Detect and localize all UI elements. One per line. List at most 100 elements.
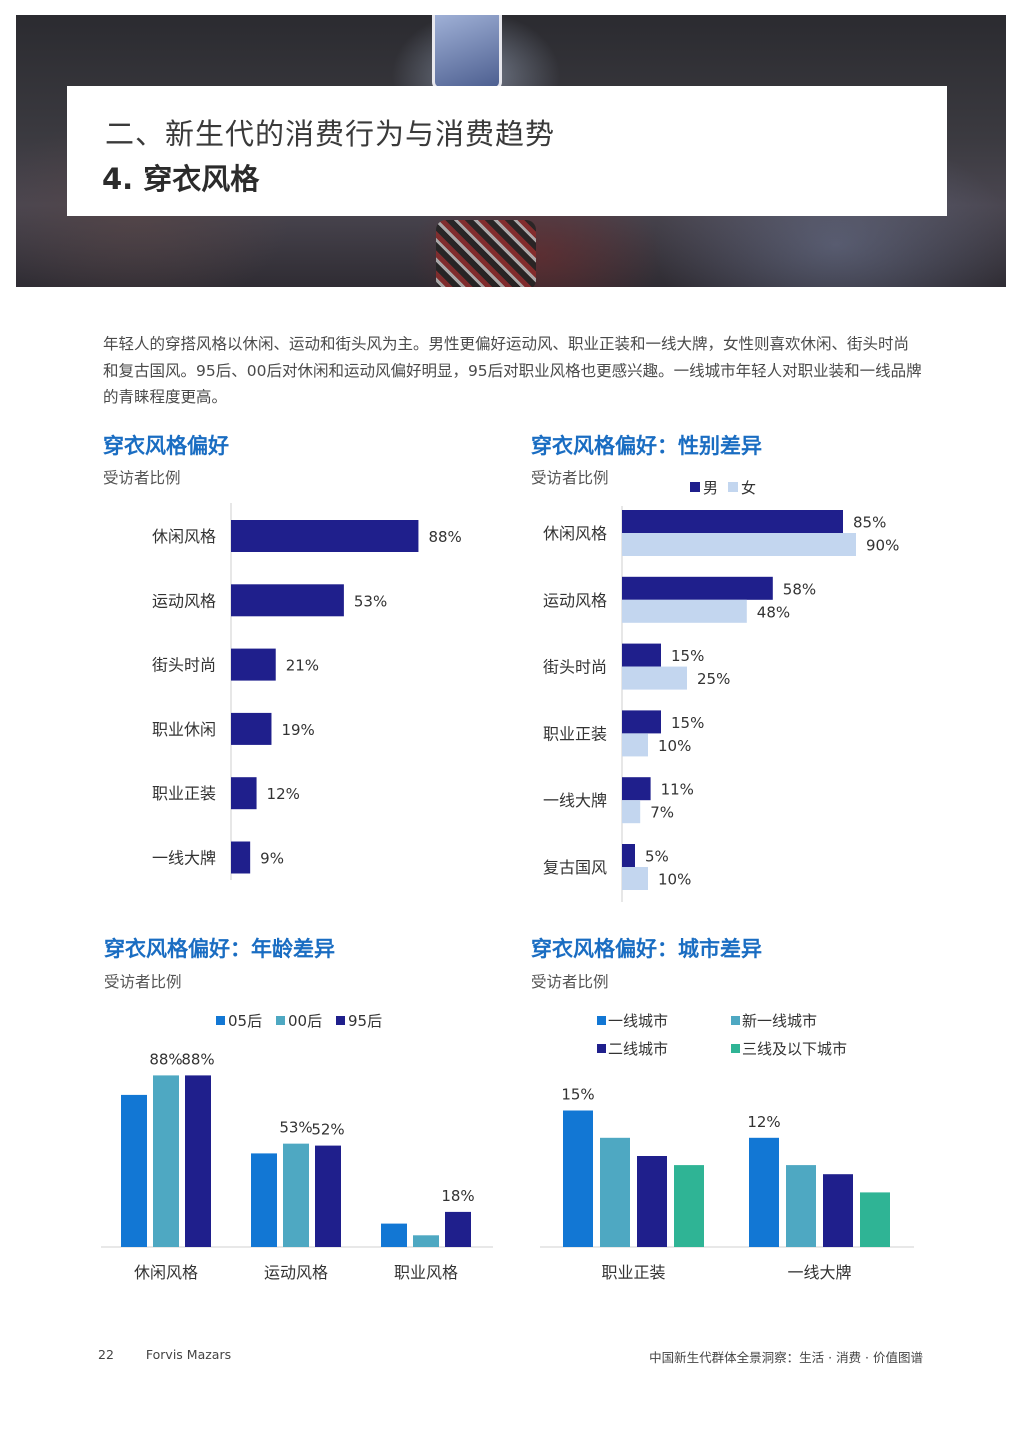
bar xyxy=(231,584,344,617)
category-label: 一线大牌 xyxy=(152,849,216,868)
category-label: 休闲风格 xyxy=(134,1263,198,1282)
bar xyxy=(315,1145,341,1247)
category-label: 街头时尚 xyxy=(152,656,216,675)
category-label: 职业正装 xyxy=(152,784,216,803)
bar xyxy=(600,1137,630,1247)
chart-overall: 休闲风格 88% 运动风格 53% 街头时尚 21% 职业休闲 19% 职业正装 12% 一线大牌 9… xyxy=(152,503,462,880)
bar xyxy=(622,710,661,734)
chart-overall-title: 穿衣风格偏好 xyxy=(103,434,229,458)
bar xyxy=(622,666,687,690)
bar xyxy=(622,844,635,867)
legend-label: 三线及以下城市 xyxy=(742,1040,847,1058)
chart-age-title: 穿衣风格偏好：年龄差异 xyxy=(104,937,335,961)
value-label: 15% xyxy=(561,1086,594,1104)
bar xyxy=(622,510,843,533)
bar xyxy=(622,533,856,556)
legend-label: 一线城市 xyxy=(608,1012,668,1030)
legend-swatch xyxy=(597,1044,606,1053)
legend-swatch xyxy=(731,1016,740,1025)
bar xyxy=(121,1094,147,1247)
value-label: 19% xyxy=(281,721,314,739)
category-label: 职业休闲 xyxy=(152,720,216,739)
value-label: 7% xyxy=(650,804,674,822)
category-label: 运动风格 xyxy=(264,1263,328,1282)
value-label: 10% xyxy=(658,737,691,755)
chart-city-subtitle: 受访者比例 xyxy=(531,973,609,991)
bar xyxy=(153,1075,179,1247)
value-label: 11% xyxy=(661,781,694,799)
report-title: 中国新生代群体全景洞察：生活 · 消费 · 价值图谱 xyxy=(649,1350,923,1365)
bar xyxy=(749,1137,779,1247)
title-box: 二、新生代的消费行为与消费趋势 4. 穿衣风格 xyxy=(67,86,947,216)
value-label: 88% xyxy=(149,1050,182,1068)
value-label: 9% xyxy=(260,850,284,868)
footer-left: 22 Forvis Mazars xyxy=(98,1347,259,1362)
legend-swatch xyxy=(597,1016,606,1025)
bar xyxy=(283,1143,309,1247)
value-label: 48% xyxy=(757,603,790,621)
value-label: 88% xyxy=(428,528,461,546)
legend-label: 00后 xyxy=(288,1012,322,1030)
category-label: 职业正装 xyxy=(543,724,607,743)
page-number: 22 xyxy=(98,1347,114,1362)
category-label: 运动风格 xyxy=(543,591,607,610)
value-label: 53% xyxy=(354,592,387,610)
section-title: 二、新生代的消费行为与消费趋势 xyxy=(105,117,556,151)
bar xyxy=(622,643,661,667)
value-label: 53% xyxy=(279,1119,312,1137)
legend-swatch xyxy=(336,1016,345,1025)
bar xyxy=(413,1235,439,1247)
chart-gender-subtitle: 受访者比例 xyxy=(531,469,609,487)
bar xyxy=(786,1165,816,1247)
value-label: 12% xyxy=(267,785,300,803)
bar xyxy=(251,1153,277,1247)
bar xyxy=(622,733,648,757)
bar xyxy=(823,1174,853,1247)
value-label: 10% xyxy=(658,871,691,889)
bar xyxy=(231,777,257,810)
phone-image xyxy=(432,15,502,90)
legend-label: 男 xyxy=(703,479,718,497)
bar xyxy=(622,576,773,600)
legend-label: 女 xyxy=(741,479,756,497)
legend-swatch xyxy=(731,1044,740,1053)
bar xyxy=(637,1156,667,1247)
bar xyxy=(381,1223,407,1247)
bar xyxy=(622,800,641,824)
bar xyxy=(622,777,651,801)
category-label: 街头时尚 xyxy=(543,658,607,677)
bar xyxy=(185,1075,211,1247)
bar xyxy=(622,867,648,890)
category-label: 职业正装 xyxy=(601,1263,665,1282)
value-label: 25% xyxy=(697,670,730,688)
value-label: 15% xyxy=(671,714,704,732)
category-label: 复古国风 xyxy=(543,858,607,877)
legend-swatch xyxy=(276,1016,285,1025)
category-label: 一线大牌 xyxy=(543,791,607,810)
value-label: 5% xyxy=(645,848,669,866)
value-label: 88% xyxy=(181,1050,214,1068)
intro-paragraph: 年轻人的穿搭风格以休闲、运动和街头风为主。男性更偏好运动风、职业正装和一线大牌，… xyxy=(103,335,922,406)
legend-swatch xyxy=(690,482,700,492)
chart-age-subtitle: 受访者比例 xyxy=(104,973,182,991)
legend-swatch xyxy=(728,482,738,492)
value-label: 15% xyxy=(671,647,704,665)
value-label: 21% xyxy=(286,657,319,675)
value-label: 85% xyxy=(853,514,886,532)
value-label: 90% xyxy=(866,537,899,555)
chart-gender-title: 穿衣风格偏好：性别差异 xyxy=(531,434,762,458)
chart-city-title: 穿衣风格偏好：城市差异 xyxy=(531,937,762,961)
category-label: 休闲风格 xyxy=(543,524,607,543)
value-label: 18% xyxy=(441,1187,474,1205)
category-label: 一线大牌 xyxy=(787,1263,851,1282)
legend-swatch xyxy=(216,1016,225,1025)
bar xyxy=(231,648,276,681)
bar xyxy=(674,1165,704,1247)
bar xyxy=(231,712,272,745)
bar xyxy=(231,841,251,874)
bar xyxy=(231,520,419,552)
bar xyxy=(622,599,747,623)
value-label: 58% xyxy=(783,580,816,598)
